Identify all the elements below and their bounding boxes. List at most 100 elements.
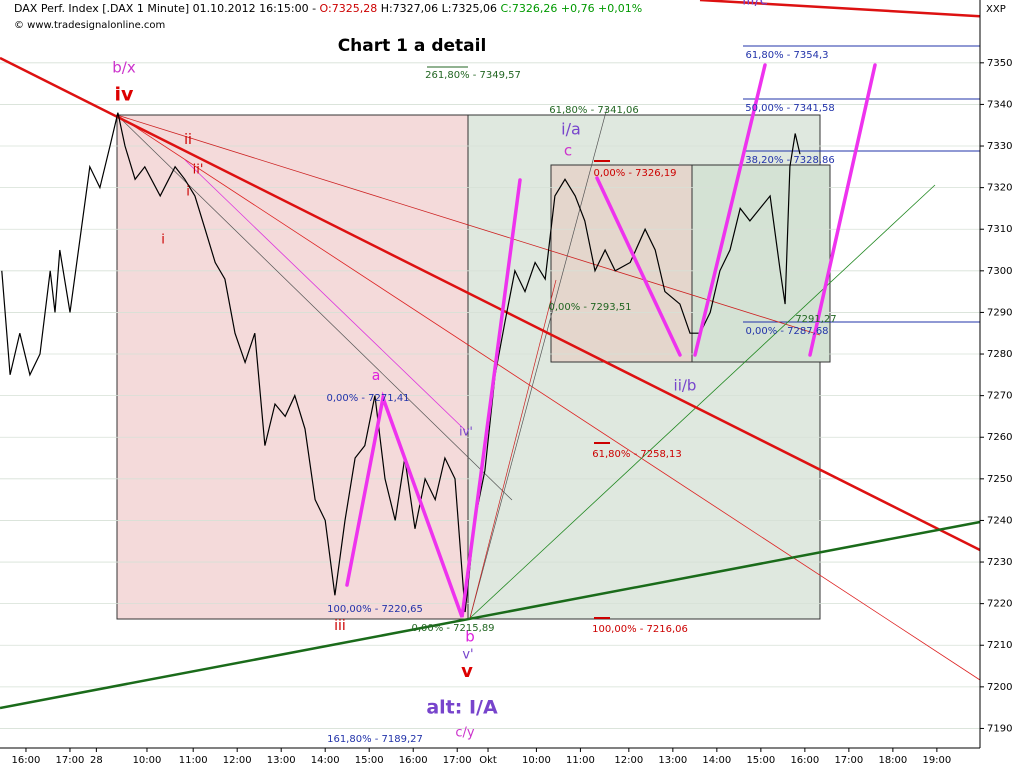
annotation: b <box>465 628 475 646</box>
annotation: 7291,27 <box>795 314 836 325</box>
axis-label: XXP <box>986 4 1006 15</box>
trend-line <box>116 114 513 501</box>
trend-line <box>469 184 936 619</box>
annotation: i <box>161 233 165 248</box>
header-part: O:7325,28 <box>320 2 378 15</box>
annotation: iv' <box>459 425 473 439</box>
y-tick-label: 7330 <box>987 141 1012 152</box>
x-tick-label: 12:00 <box>614 755 643 766</box>
annotation: v <box>461 661 473 682</box>
annotation: iv <box>115 84 135 106</box>
annotation: c <box>564 142 572 160</box>
y-tick-label: 7290 <box>987 307 1012 318</box>
annotation: a <box>372 368 381 384</box>
copyright: © www.tradesignalonline.com <box>14 20 165 31</box>
wave-line <box>345 178 522 618</box>
annotation: 100,00% - 7216,06 <box>592 624 688 635</box>
annotation: 61,80% - 7258,13 <box>592 449 681 460</box>
x-tick-label: 10:00 <box>522 755 551 766</box>
y-tick-label: 7310 <box>987 224 1012 235</box>
header-part: DAX Perf. Index [.DAX 1 Minute] 01.10.20… <box>14 2 320 15</box>
header-part: H:7327,06 L:7325,06 <box>377 2 500 15</box>
trend-line <box>184 159 466 431</box>
range-box <box>116 114 469 620</box>
y-tick-label: 7350 <box>987 58 1012 69</box>
wave-line <box>693 63 767 357</box>
x-tick-label: 28 <box>90 755 103 766</box>
annotation: 50,00% - 7341,58 <box>745 103 834 114</box>
y-tick-label: 7210 <box>987 640 1012 651</box>
y-tick-label: 7270 <box>987 391 1012 402</box>
y-tick-label: 7200 <box>987 682 1012 693</box>
y-tick-label: 7230 <box>987 557 1012 568</box>
x-tick-label: 10:00 <box>133 755 162 766</box>
x-tick-label: 12:00 <box>223 755 252 766</box>
x-tick-label: 11:00 <box>179 755 208 766</box>
range-box <box>691 164 831 363</box>
annotation: 61,80% - 7354,3 <box>745 50 828 61</box>
annotation: 0,00% - 7215,89 <box>411 623 494 634</box>
x-tick-label: 19:00 <box>922 755 951 766</box>
annotation: 161,80% - 7189,27 <box>327 734 423 745</box>
trend-line <box>116 114 821 336</box>
x-tick-label: 13:00 <box>267 755 296 766</box>
annotation: ii/b <box>674 377 697 395</box>
x-tick-label: 14:00 <box>702 755 731 766</box>
annotation: i <box>186 185 190 200</box>
annotation: 38,20% - 7328,86 <box>745 155 834 166</box>
y-axis-area <box>980 0 1024 768</box>
x-axis-area <box>0 748 1024 768</box>
annotation: ii' <box>193 163 204 178</box>
header: DAX Perf. Index [.DAX 1 Minute] 01.10.20… <box>14 2 642 15</box>
x-tick-label: 16:00 <box>399 755 428 766</box>
y-tick-label: 7250 <box>987 474 1012 485</box>
annotation: 0,00% - 7293,51 <box>548 302 631 313</box>
y-tick-label: 7240 <box>987 515 1012 526</box>
x-tick-label: 13:00 <box>658 755 687 766</box>
trend-line <box>469 279 557 619</box>
trend-line <box>116 114 981 681</box>
x-tick-label: 16:00 <box>12 755 41 766</box>
annotation: ii <box>184 132 192 148</box>
annotation: b/x <box>112 59 136 77</box>
annotation: iii <box>334 618 346 634</box>
x-tick-label: 18:00 <box>878 755 907 766</box>
wave-lines <box>345 63 877 618</box>
annotation: 0,00% - 7326,19 <box>593 168 676 179</box>
chart-title: Chart 1 a detail <box>338 36 487 56</box>
trend-line <box>699 0 1011 20</box>
trend-line <box>0 520 981 710</box>
annotation: iii/c <box>742 0 768 9</box>
fib-lines <box>427 45 980 619</box>
x-tick-label: 15:00 <box>746 755 775 766</box>
trend-line <box>0 56 981 552</box>
trend-lines <box>0 0 1011 710</box>
annotation: 100,00% - 7220,65 <box>327 604 423 615</box>
annotation: alt: I/A <box>426 697 498 719</box>
trend-line <box>469 107 608 619</box>
annotation: 0,00% - 7271,41 <box>326 393 409 404</box>
annotation: 61,80% - 7341,06 <box>549 105 638 116</box>
annotation: i/a <box>561 120 581 139</box>
header-part: C:7326,26 +0,76 +0,01% <box>500 2 642 15</box>
wave-line <box>595 176 682 357</box>
y-tick-label: 7320 <box>987 183 1012 194</box>
x-tick-label: 17:00 <box>834 755 863 766</box>
annotation: v' <box>462 648 473 663</box>
y-tick-label: 7280 <box>987 349 1012 360</box>
annotation: 261,80% - 7349,57 <box>425 70 521 81</box>
y-tick-label: 7300 <box>987 266 1012 277</box>
x-tick-label: 17:00 <box>443 755 472 766</box>
y-tick-label: 7340 <box>987 99 1012 110</box>
x-tick-label: Okt <box>479 755 497 766</box>
x-tick-label: 17:00 <box>56 755 85 766</box>
x-tick-label: 11:00 <box>566 755 595 766</box>
annotation: 0,00% - 7287,68 <box>745 326 828 337</box>
x-tick-label: 15:00 <box>355 755 384 766</box>
y-tick-label: 7260 <box>987 432 1012 443</box>
annotation: c/y <box>455 726 475 741</box>
x-tick-label: 16:00 <box>790 755 819 766</box>
x-tick-label: 14:00 <box>311 755 340 766</box>
